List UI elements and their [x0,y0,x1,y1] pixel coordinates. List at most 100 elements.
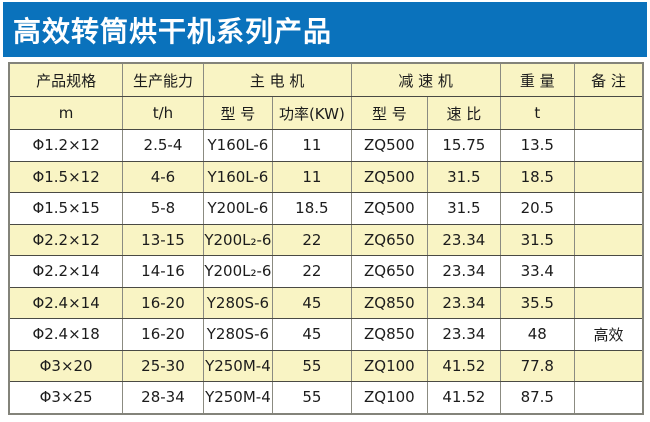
table-cell: 28-34 [122,381,204,414]
title-banner: 高效转筒烘干机系列产品 [3,2,647,57]
table-cell [574,286,644,319]
table-cell: 41.52 [427,349,501,382]
table-cell: 45 [272,286,352,319]
table-cell [574,129,644,162]
table-row: Φ1.2×12 2.5-4 Y160L-6 11 ZQ500 15.75 13.5 [8,129,644,162]
table-cell [574,381,644,414]
table-cell: 22 [272,255,352,288]
header-row-groups: 产品规格 生产能力 主 电 机 减 速 机 重 量 备 注 [8,62,644,97]
table-row: Φ2.2×12 13-15 Y200L₂-6 22 ZQ650 23.34 31.5 [8,223,644,256]
table-cell: 5-8 [122,192,204,225]
table-cell: Φ1.5×12 [8,160,124,193]
table-cell: 14-16 [122,255,204,288]
table-cell: 87.5 [499,381,576,414]
table-row: Φ3×25 28-34 Y250M-4 55 ZQ100 41.52 87.5 [8,381,644,414]
col-header-spec: 产品规格 [8,62,124,97]
table-cell: 20.5 [499,192,576,225]
table-cell: Y280S-6 [202,286,274,319]
table-cell: Φ3×20 [8,349,124,382]
table-cell: 45 [272,318,352,351]
col-header-weight: 重 量 [499,62,576,97]
table-cell: Y160L-6 [202,129,274,162]
table-cell: 55 [272,349,352,382]
table-cell: Y250M-4 [202,381,274,414]
table-cell [574,192,644,225]
table-row: Φ2.2×14 14-16 Y200L₂-6 22 ZQ650 23.34 33.4 [8,255,644,288]
table-cell: Y250M-4 [202,349,274,382]
table-cell: 13-15 [122,223,204,256]
table-cell: ZQ850 [350,318,429,351]
col-header-capacity: 生产能力 [122,62,204,97]
page-title: 高效转筒烘干机系列产品 [13,14,333,48]
table-cell: 55 [272,381,352,414]
subcol-reducer-ratio: 速 比 [427,96,501,130]
unit-remark [574,96,644,130]
table-cell: 77.8 [499,349,576,382]
table-cell: Y160L-6 [202,160,274,193]
unit-weight: t [499,96,576,130]
table-cell [574,349,644,382]
table-cell: 15.75 [427,129,501,162]
table-cell: ZQ100 [350,381,429,414]
table-cell: 31.5 [427,192,501,225]
table-cell: Y200L₂-6 [202,223,274,256]
table-cell: Y200L-6 [202,192,274,225]
table-cell: 23.34 [427,318,501,351]
col-header-reducer: 减 速 机 [350,62,501,97]
table-cell [574,160,644,193]
unit-capacity: t/h [122,96,204,130]
table-cell: 31.5 [499,223,576,256]
table-row: Φ1.5×15 5-8 Y200L-6 18.5 ZQ500 31.5 20.5 [8,192,644,225]
col-header-remark: 备 注 [574,62,644,97]
subcol-reducer-model: 型 号 [350,96,429,130]
table-cell: ZQ650 [350,255,429,288]
table-row: Φ1.5×12 4-6 Y160L-6 11 ZQ500 31.5 18.5 [8,160,644,193]
table-cell: 33.4 [499,255,576,288]
table-cell: 2.5-4 [122,129,204,162]
table-cell: ZQ850 [350,286,429,319]
table-cell: Φ2.4×18 [8,318,124,351]
table-header: 产品规格 生产能力 主 电 机 减 速 机 重 量 备 注 m t/h 型 号 … [8,62,644,130]
table-cell: ZQ500 [350,129,429,162]
table-row: Φ3×20 25-30 Y250M-4 55 ZQ100 41.52 77.8 [8,349,644,382]
col-header-main-motor: 主 电 机 [202,62,352,97]
table-cell: 48 [499,318,576,351]
table-cell: Φ1.5×15 [8,192,124,225]
table-cell: ZQ500 [350,192,429,225]
table-cell: 23.34 [427,286,501,319]
table-row: Φ2.4×14 16-20 Y280S-6 45 ZQ850 23.34 35.5 [8,286,644,319]
table-cell: 23.34 [427,255,501,288]
table-cell: Φ2.2×14 [8,255,124,288]
table-cell: Y200L₂-6 [202,255,274,288]
table-cell: 16-20 [122,318,204,351]
table-cell: 23.34 [427,223,501,256]
table-cell [574,223,644,256]
table-cell: 22 [272,223,352,256]
table-cell: Φ2.2×12 [8,223,124,256]
table-cell: 4-6 [122,160,204,193]
table-cell: ZQ100 [350,349,429,382]
table-row: Φ2.4×18 16-20 Y280S-6 45 ZQ850 23.34 48 高效 [8,318,644,351]
table-cell: 高效 [574,318,644,351]
table-cell [574,255,644,288]
table-cell: 31.5 [427,160,501,193]
unit-spec: m [8,96,124,130]
table-cell: ZQ500 [350,160,429,193]
table-cell: 13.5 [499,129,576,162]
table-body: Φ1.2×12 2.5-4 Y160L-6 11 ZQ500 15.75 13.5 Φ1.5×… [8,129,644,414]
table-cell: Φ1.2×12 [8,129,124,162]
subcol-motor-power: 功率(KW) [272,96,352,130]
table-cell: 18.5 [272,192,352,225]
table-cell: 11 [272,129,352,162]
product-spec-table: 产品规格 生产能力 主 电 机 减 速 机 重 量 备 注 m t/h 型 号 … [8,62,644,415]
table-cell: Φ3×25 [8,381,124,414]
subcol-motor-model: 型 号 [202,96,274,130]
table-cell: 35.5 [499,286,576,319]
table-cell: 18.5 [499,160,576,193]
table-cell: Φ2.4×14 [8,286,124,319]
header-row-units: m t/h 型 号 功率(KW) 型 号 速 比 t [8,96,644,130]
table-cell: Y280S-6 [202,318,274,351]
table-cell: 41.52 [427,381,501,414]
table-cell: 25-30 [122,349,204,382]
table-cell: ZQ650 [350,223,429,256]
